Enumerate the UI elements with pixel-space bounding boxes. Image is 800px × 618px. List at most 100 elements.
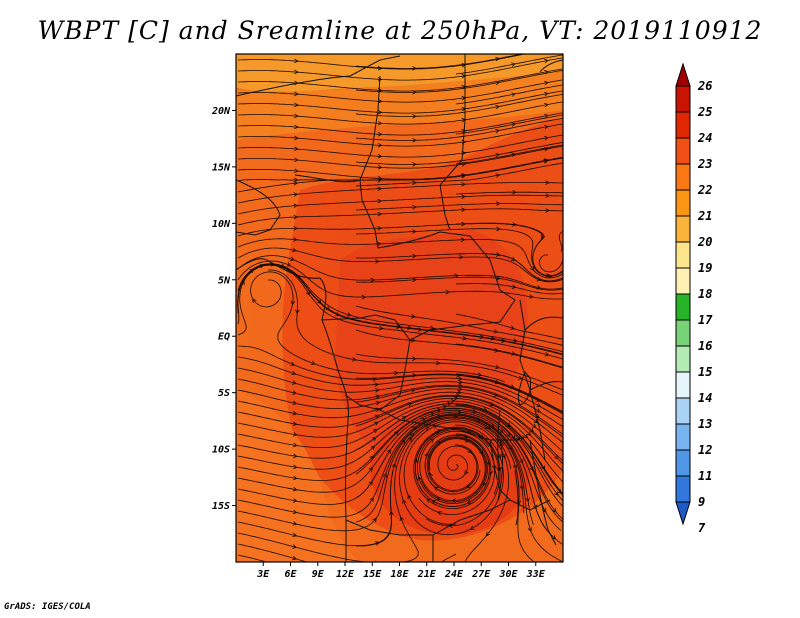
streamline-arrow (377, 165, 383, 170)
streamline-arrow (412, 229, 417, 234)
streamline (355, 408, 563, 523)
streamline-arrow (291, 370, 297, 376)
streamline-arrow (463, 434, 469, 439)
streamline-arrow (386, 448, 391, 454)
streamline-arrow (294, 113, 299, 119)
streamline (237, 398, 563, 472)
lat-tick-label: 10S (212, 445, 230, 456)
streamline-arrow (479, 334, 485, 340)
streamline-arrow (461, 207, 467, 213)
streamline-arrow (292, 521, 298, 526)
streamline-arrow (461, 194, 466, 199)
streamline-arrow (292, 475, 298, 481)
streamline-arrow (290, 300, 296, 306)
streamline-arrow (409, 433, 415, 438)
streamline-arrow (457, 390, 462, 395)
lat-tick-label: EQ (218, 332, 230, 343)
streamline-arrow (529, 266, 535, 271)
streamline-arrow (294, 91, 299, 97)
streamline-arrow (369, 497, 374, 502)
streamline-arrow (545, 208, 550, 213)
streamline-arrow (412, 180, 417, 186)
colorbar-swatch (675, 85, 691, 113)
streamline (455, 191, 563, 195)
streamline-arrow (464, 438, 470, 443)
streamline-arrow (376, 241, 382, 247)
streamline-arrow (544, 135, 549, 141)
colorbar-top-arrow (675, 62, 691, 87)
streamline-arrow (459, 255, 464, 260)
lat-tick-label: 15S (212, 501, 230, 512)
streamline-arrow (377, 177, 382, 183)
streamline-arrow (412, 204, 417, 210)
colorbar-level-label: 17 (698, 313, 713, 327)
streamline-arrow (432, 424, 438, 429)
streamline-arrow (374, 382, 379, 387)
colorbar-swatch (675, 215, 691, 243)
streamline-arrow (495, 152, 501, 158)
streamline (237, 182, 563, 204)
streamline-arrow (462, 335, 468, 341)
streamline-arrow (498, 442, 503, 448)
lon-tick-label: 27E (471, 569, 491, 580)
streamline-arrow (527, 527, 532, 532)
streamline-arrow (519, 459, 524, 464)
colorbar-level-label: 22 (697, 183, 712, 197)
streamline-arrow (412, 90, 417, 95)
colorbar-level-label: 18 (698, 287, 712, 301)
streamline (355, 162, 563, 187)
streamline-arrow (429, 438, 434, 443)
colorbar-swatch (675, 475, 691, 503)
colorbar-level-label: 19 (698, 261, 712, 275)
streamline-arrow (495, 80, 501, 86)
streamline (441, 553, 457, 562)
streamline (237, 388, 563, 444)
streamline-arrow (293, 203, 299, 209)
streamline-arrow (461, 182, 466, 187)
streamline (355, 353, 563, 391)
colorbar-swatch (675, 319, 691, 347)
streamline (237, 407, 563, 521)
streamline (355, 386, 563, 438)
streamline-arrow (512, 222, 517, 227)
streamline-arrow (460, 173, 466, 179)
streamline-arrow (292, 247, 297, 253)
streamline-arrow (291, 380, 297, 385)
lat-tick-label: 5S (218, 388, 230, 399)
streamline-arrow (495, 173, 501, 178)
streamline-arrow (557, 489, 562, 494)
streamline-arrow (544, 102, 549, 108)
streamline-arrow (469, 525, 475, 530)
streamline-arrow (450, 398, 456, 404)
streamline (237, 156, 563, 180)
streamline (454, 404, 563, 502)
streamline-arrow (511, 284, 517, 289)
streamline-arrow (510, 256, 516, 261)
streamline-arrow (370, 445, 376, 451)
streamline (355, 276, 563, 291)
streamline (237, 68, 563, 92)
streamline-arrow (523, 433, 528, 439)
streamline (237, 378, 563, 435)
streamline-arrow (377, 98, 383, 104)
streamline-arrow (377, 198, 383, 204)
streamline-arrow (493, 392, 499, 397)
lon-tick-label: 33E (526, 569, 546, 580)
colorbar-swatch (675, 267, 691, 295)
streamline-arrow (493, 329, 499, 334)
streamline-arrow (460, 237, 466, 243)
streamline-arrow (495, 56, 501, 62)
streamline-arrow (346, 312, 352, 317)
streamline-arrow (413, 458, 418, 464)
streamline (237, 90, 563, 114)
streamline (237, 554, 268, 562)
streamline-arrow (372, 517, 377, 523)
streamline-arrow (361, 294, 367, 300)
streamline-arrow (508, 445, 513, 451)
streamline-arrow (544, 124, 549, 130)
streamline-arrow (294, 157, 299, 163)
streamline (355, 93, 563, 117)
streamline-arrow (240, 280, 245, 286)
streamline-arrow (429, 412, 435, 417)
